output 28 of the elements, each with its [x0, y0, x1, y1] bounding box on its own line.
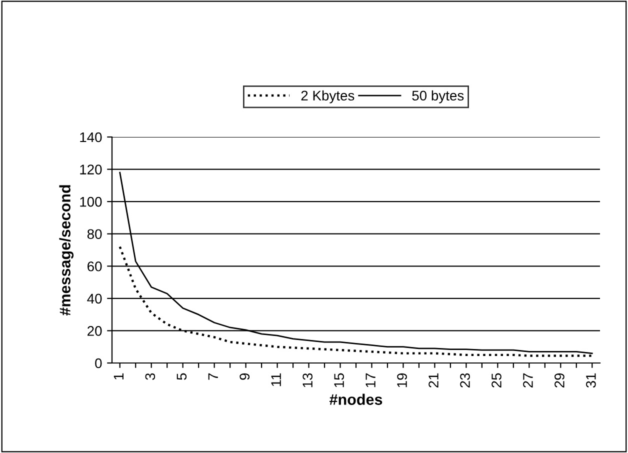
- y-tick-label: 100: [80, 196, 102, 207]
- y-tick-label: 140: [80, 132, 102, 142]
- y-tick-label: 120: [80, 164, 102, 174]
- x-tick-label: 21: [428, 373, 438, 388]
- x-tick-label: 19: [397, 373, 407, 388]
- x-tick-label: 9: [240, 373, 250, 380]
- x-tick-label: 31: [586, 373, 596, 388]
- legend-label: 50 bytes: [412, 90, 464, 104]
- y-tick-label: 40: [87, 294, 102, 304]
- x-tick-label: 13: [302, 373, 312, 388]
- x-tick-label: 3: [145, 373, 156, 380]
- y-tick-label: 20: [88, 326, 102, 336]
- x-tick-label: 29: [554, 373, 564, 388]
- y-tick-label: 60: [88, 261, 102, 272]
- x-tick-label: 15: [334, 373, 344, 388]
- x-tick-label: 25: [492, 373, 502, 388]
- y-tick-label: 80: [87, 229, 102, 240]
- legend-label: 2 Kbytes: [301, 90, 354, 104]
- x-tick-label: 17: [366, 373, 376, 388]
- x-tick-label: 27: [523, 373, 533, 388]
- y-axis-title: #message/second: [59, 185, 74, 316]
- x-tick-label: 23: [460, 373, 470, 388]
- x-tick-label: 7: [208, 373, 218, 380]
- x-tick-label: 1: [114, 373, 124, 380]
- x-tick-label: 11: [271, 373, 281, 386]
- y-tick-label: 0: [95, 358, 102, 368]
- x-axis-title: #nodes: [330, 394, 382, 405]
- x-tick-label: 5: [176, 373, 187, 380]
